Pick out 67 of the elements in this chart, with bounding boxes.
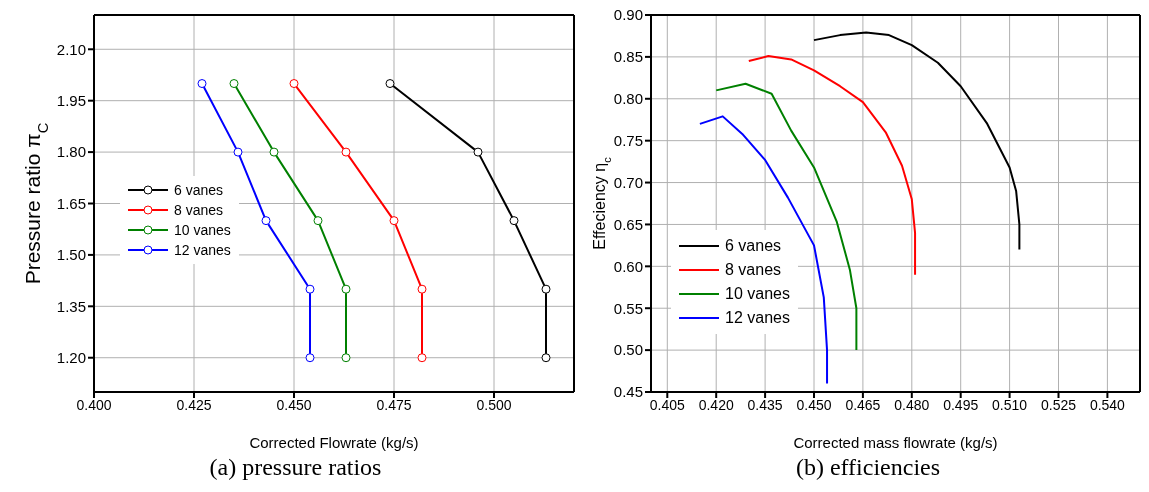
y-tick-label: 0.85 bbox=[613, 48, 643, 66]
legend-label: 8 vanes bbox=[725, 260, 782, 280]
y-tick-label: 1.20 bbox=[56, 349, 86, 367]
point bbox=[197, 79, 207, 89]
point bbox=[305, 353, 315, 363]
point bbox=[341, 147, 351, 157]
y-tick-label: 1.50 bbox=[56, 246, 86, 264]
legend-label: 12 vanes bbox=[725, 308, 790, 328]
point bbox=[229, 79, 239, 89]
point bbox=[341, 284, 351, 294]
y-tick-label: 0.65 bbox=[613, 215, 643, 233]
x-tick-label: 0.510 bbox=[992, 396, 1028, 413]
y-tick-label: 1.95 bbox=[56, 92, 86, 110]
legend-label: 10 vanes bbox=[174, 221, 231, 240]
legend-label: 12 vanes bbox=[174, 241, 231, 260]
line-series bbox=[715, 82, 858, 352]
text: (a) pressure ratios bbox=[208, 454, 383, 481]
x-tick-label: 0.435 bbox=[747, 396, 783, 413]
point bbox=[473, 147, 483, 157]
y-tick-label: 0.80 bbox=[613, 90, 643, 108]
point bbox=[305, 284, 315, 294]
y-tick-label: 0.75 bbox=[613, 131, 643, 149]
y-tick-label: 1.35 bbox=[56, 297, 86, 315]
line-series bbox=[813, 31, 1021, 251]
x-tick-label: 0.450 bbox=[276, 396, 312, 413]
text: (b) efficiencies bbox=[794, 454, 942, 481]
x-tick-label: 0.420 bbox=[698, 396, 734, 413]
y-tick-label: 0.90 bbox=[613, 6, 643, 24]
point bbox=[261, 216, 271, 226]
point bbox=[509, 216, 519, 226]
y-tick-label: 1.80 bbox=[56, 143, 86, 161]
x-tick-label: 0.465 bbox=[845, 396, 881, 413]
point bbox=[233, 147, 243, 157]
point bbox=[313, 216, 323, 226]
point bbox=[389, 216, 399, 226]
point bbox=[541, 284, 551, 294]
y-tick-label: 1.65 bbox=[56, 194, 86, 212]
x-tick-label: 0.450 bbox=[796, 396, 832, 413]
legend-label: 8 vanes bbox=[174, 201, 224, 220]
point bbox=[269, 147, 279, 157]
point bbox=[385, 79, 395, 89]
y-tick-label: 0.55 bbox=[613, 299, 643, 317]
legend-label: 10 vanes bbox=[725, 284, 790, 304]
y-tick-label: 2.10 bbox=[56, 40, 86, 58]
x-tick-label: 0.425 bbox=[176, 396, 212, 413]
point bbox=[289, 79, 299, 89]
x-axis-title: Corrected Flowrate (kg/s) bbox=[249, 434, 419, 451]
x-tick-label: 0.500 bbox=[476, 396, 512, 413]
x-tick-label: 0.405 bbox=[649, 396, 686, 413]
point bbox=[417, 353, 427, 363]
line-series bbox=[698, 115, 829, 385]
x-tick-label: 0.400 bbox=[76, 396, 112, 413]
y-tick-label: 0.60 bbox=[613, 257, 643, 275]
point bbox=[417, 284, 427, 294]
x-tick-label: 0.540 bbox=[1089, 396, 1126, 413]
y-tick-label: 0.50 bbox=[613, 341, 643, 359]
x-tick-label: 0.480 bbox=[894, 396, 930, 413]
x-axis-title: Corrected mass flowrate (kg/s) bbox=[793, 434, 998, 451]
legend-label: 6 vanes bbox=[725, 236, 782, 256]
point bbox=[541, 353, 551, 363]
legend-label: 6 vanes bbox=[174, 181, 224, 200]
x-tick-label: 0.525 bbox=[1040, 396, 1077, 413]
x-tick-label: 0.495 bbox=[943, 396, 979, 413]
x-tick-label: 0.475 bbox=[376, 396, 412, 413]
y-tick-label: 0.70 bbox=[613, 173, 643, 191]
y-tick-label: 0.45 bbox=[613, 383, 643, 401]
point bbox=[341, 353, 351, 363]
